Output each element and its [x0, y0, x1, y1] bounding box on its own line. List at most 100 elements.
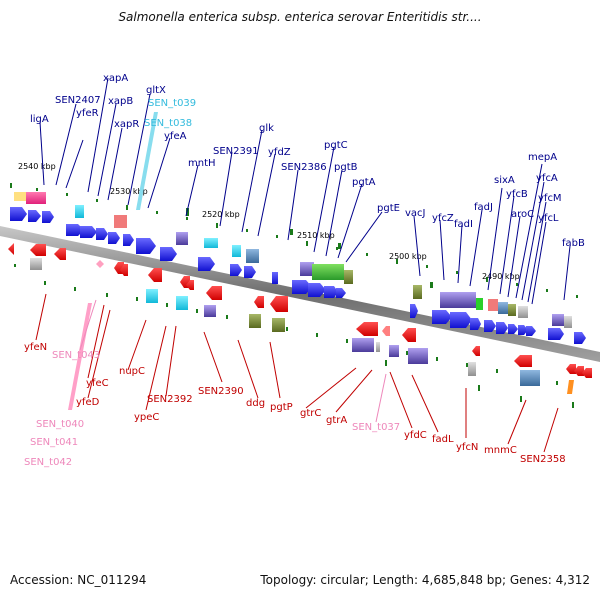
- gene-label: yfcZ: [432, 213, 454, 224]
- gene-arrow: [270, 296, 288, 312]
- gene-label: aroC: [511, 209, 534, 220]
- reverse-leaders: [35, 293, 559, 453]
- gene-label: SEN2358: [520, 454, 566, 465]
- gene-label: yfcL: [538, 213, 559, 224]
- gene-block: [312, 264, 344, 280]
- gene-arrow: [308, 283, 326, 297]
- accession-text: Accession: NC_011294: [10, 573, 147, 587]
- gene-label: yfcM: [538, 193, 562, 204]
- gene-block: [232, 245, 241, 257]
- gene-arrow: [108, 232, 120, 244]
- gene-arrow: [272, 272, 278, 284]
- gene-label: yfeR: [76, 108, 99, 119]
- gene-block: [204, 238, 218, 248]
- scale-label: 2540 kbp: [18, 162, 56, 171]
- gene-arrow: [198, 257, 215, 271]
- gene-block: [520, 370, 540, 386]
- gene-label: SEN2407: [55, 95, 101, 106]
- gene-block: [30, 258, 42, 270]
- gene-label: yfcB: [506, 189, 528, 200]
- gene-block: [26, 192, 46, 204]
- gene-label: SEN2390: [198, 386, 244, 397]
- trna-label: SEN_t042: [24, 457, 72, 468]
- gene-block: [408, 348, 428, 364]
- gene-block: [476, 298, 483, 310]
- gene-label: mntH: [188, 158, 216, 169]
- gene-arrow: [160, 247, 177, 261]
- trna-label: SEN_t039: [148, 98, 196, 109]
- gene-block: [518, 306, 528, 318]
- gene-arrow: [206, 286, 222, 300]
- scale-label: 2500 kbp: [389, 252, 427, 261]
- gene-arrow: [526, 326, 536, 336]
- gene-block: [488, 299, 498, 311]
- gene-label: ypeC: [134, 412, 159, 423]
- gene-label: glk: [259, 123, 274, 134]
- gene-block: [246, 249, 259, 263]
- gene-arrow: [244, 266, 256, 278]
- forward-features: [10, 192, 586, 344]
- trna-mark: [96, 260, 104, 268]
- gene-block: [389, 345, 399, 357]
- scale-label: 2510 kbp: [297, 231, 335, 240]
- scale-label: 2490 kbp: [482, 272, 520, 281]
- gene-block: [413, 285, 422, 299]
- gene-arrow: [148, 268, 162, 282]
- gene-label: SEN2391: [213, 146, 259, 157]
- gene-arrow: [410, 304, 418, 318]
- gene-arrow: [186, 280, 194, 290]
- gene-label: nupC: [119, 366, 145, 377]
- gene-arrow: [518, 325, 528, 335]
- gene-label: SEN2392: [147, 394, 193, 405]
- gene-arrow: [472, 346, 480, 356]
- gene-block: [508, 304, 516, 316]
- gene-arrow: [28, 210, 41, 222]
- gene-label: gtrC: [300, 408, 321, 419]
- scale-labels: 2540 kbp 2530 kbp 2520 kbp 2510 kbp 2500…: [18, 162, 520, 281]
- gene-label: ddg: [246, 398, 265, 409]
- trna-label: SEN_t041: [30, 437, 78, 448]
- gene-label: yfcA: [536, 173, 558, 184]
- gene-block: [468, 362, 476, 376]
- gene-block: [376, 342, 380, 352]
- gene-block: [176, 296, 188, 310]
- trna-label: SEN_t038: [144, 118, 192, 129]
- gene-arrow: [292, 280, 312, 294]
- gene-block: [272, 318, 285, 332]
- gene-arrow: [324, 286, 338, 298]
- forward-leaders: [39, 77, 571, 305]
- gene-arrow: [230, 264, 242, 276]
- gene-label: mnmC: [484, 445, 517, 456]
- gene-label: mepA: [528, 152, 557, 163]
- gene-block: [114, 215, 127, 228]
- gene-label: yfeD: [76, 397, 100, 408]
- gene-arrow: [432, 310, 452, 324]
- gene-arrow: [574, 366, 584, 376]
- gene-arrow: [484, 320, 496, 332]
- gene-label: yfeC: [86, 378, 109, 389]
- reverse-labels: yfeN SEN_t043 yfeC yfeD SEN_t040 SEN_t04…: [24, 342, 566, 468]
- gene-arrow: [470, 318, 481, 330]
- gene-label: yfdZ: [268, 147, 291, 158]
- gene-label: fadL: [432, 434, 454, 445]
- gene-arrow: [450, 312, 472, 328]
- gene-block: [204, 305, 216, 317]
- gene-block: [249, 314, 261, 328]
- gene-block: [552, 314, 564, 326]
- trna-label: SEN_t043: [52, 350, 100, 361]
- gene-arrow: [96, 228, 108, 240]
- genome-title: Salmonella enterica subsp. enterica sero…: [118, 10, 482, 24]
- gene-label: SEN2386: [281, 162, 327, 173]
- gene-label: gtrA: [326, 415, 347, 426]
- gene-label: yfcN: [456, 442, 478, 453]
- gene-block: [14, 192, 28, 201]
- gene-arrow: [496, 322, 508, 334]
- gene-arrow: [356, 322, 378, 336]
- gene-block: [564, 316, 572, 328]
- gene-label: xapB: [108, 96, 133, 107]
- gene-arrow: [582, 368, 592, 378]
- gene-label: xapR: [114, 119, 139, 130]
- gene-label: sixA: [494, 175, 515, 186]
- gene-block: [344, 270, 353, 284]
